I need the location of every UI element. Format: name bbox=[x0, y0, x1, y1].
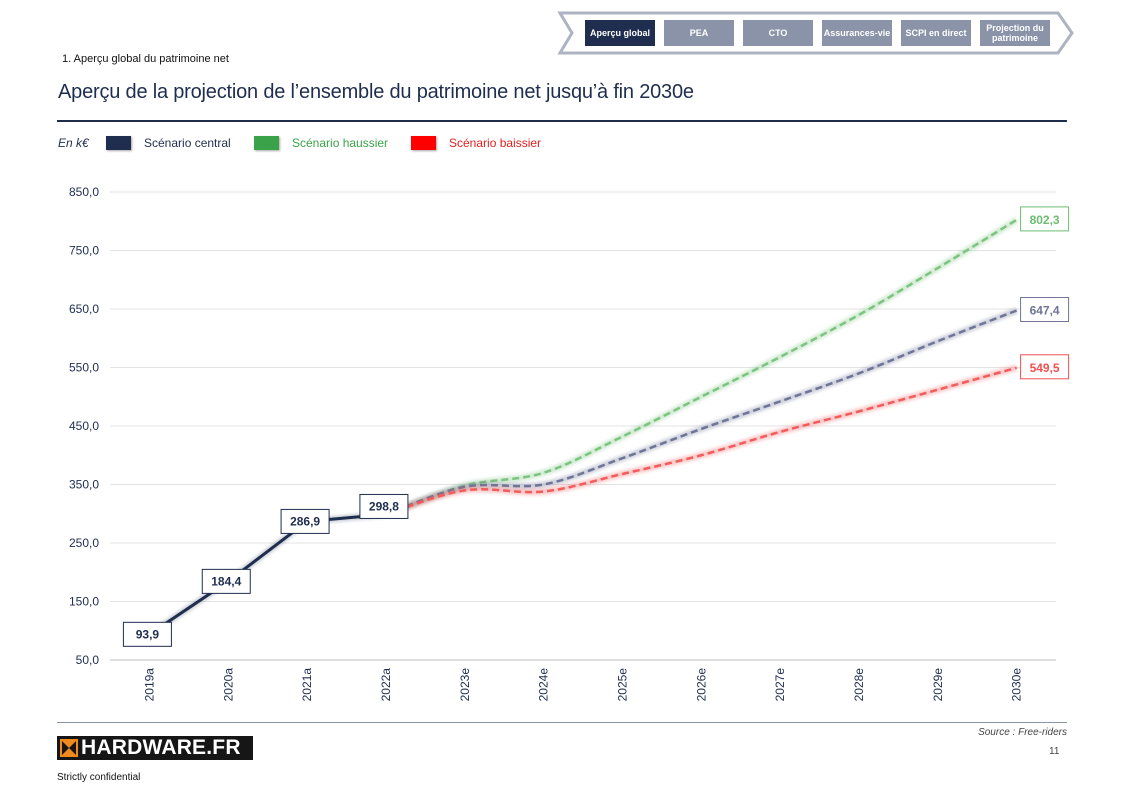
legend-swatch-baissier bbox=[411, 136, 436, 150]
x-tick-label: 2022a bbox=[379, 668, 393, 702]
section-navigation: Aperçu global PEA CTO Assurances-vie SCP… bbox=[556, 11, 1076, 55]
legend-label-haussier: Scénario haussier bbox=[292, 136, 389, 150]
data-label-text: 286,9 bbox=[290, 514, 320, 528]
x-tick-label: 2019a bbox=[142, 668, 156, 702]
projection-line-1 bbox=[385, 309, 1018, 516]
y-tick-label: 750,0 bbox=[69, 244, 99, 258]
projection-line-2 bbox=[385, 366, 1017, 516]
y-tick-label: 450,0 bbox=[69, 419, 99, 433]
page-title: Aperçu de la projection de l’ensemble du… bbox=[58, 81, 694, 103]
data-label: 298,8 bbox=[359, 493, 409, 519]
x-tick-label: 2026e bbox=[694, 668, 708, 702]
historical-glow bbox=[147, 511, 387, 637]
legend-swatch-haussier bbox=[254, 136, 279, 150]
confidentiality-note: Strictly confidential bbox=[57, 772, 141, 783]
section-label: 1. Aperçu global du patrimoine net bbox=[62, 53, 229, 65]
x-tick-label: 2025e bbox=[615, 668, 629, 702]
x-tick-label: 2024e bbox=[537, 668, 551, 702]
y-tick-label: 350,0 bbox=[69, 478, 99, 492]
x-tick-label: 2030e bbox=[1010, 668, 1024, 702]
data-label-text: 93,9 bbox=[136, 627, 160, 641]
end-label-box bbox=[1020, 206, 1070, 232]
logo-text: HARDWARE.FR bbox=[81, 736, 241, 759]
data-label: 93,9 bbox=[122, 621, 172, 647]
end-label-box bbox=[1020, 297, 1070, 323]
data-label-text: 184,4 bbox=[211, 574, 241, 588]
end-value-label: 802,3 bbox=[1020, 206, 1070, 232]
legend-label-central: Scénario central bbox=[144, 136, 231, 150]
legend-central: Scénario central bbox=[106, 136, 231, 150]
x-tick-label: 2028e bbox=[852, 668, 866, 702]
end-value-label: 549,5 bbox=[1020, 354, 1070, 380]
x-tick-label: 2029e bbox=[931, 668, 945, 702]
legend-swatch-central bbox=[106, 136, 131, 150]
legend-baissier: Scénario baissier bbox=[411, 136, 541, 150]
y-tick-label: 550,0 bbox=[69, 361, 99, 375]
data-label-box bbox=[201, 568, 251, 594]
projection-glow-0 bbox=[384, 217, 1019, 518]
page-number: 11 bbox=[1049, 746, 1060, 757]
footer-divider bbox=[57, 722, 1067, 723]
end-label-box bbox=[1020, 354, 1070, 380]
data-label: 184,4 bbox=[201, 568, 251, 594]
data-label-text: 298,8 bbox=[369, 499, 399, 513]
legend-label-baissier: Scénario baissier bbox=[449, 136, 542, 150]
x-tick-label: 2020a bbox=[221, 668, 235, 702]
end-label-text: 549,5 bbox=[1030, 361, 1060, 375]
historical-line bbox=[148, 512, 387, 636]
tab-assurances-vie[interactable]: Assurances-vie bbox=[822, 20, 892, 46]
y-tick-label: 150,0 bbox=[69, 595, 99, 609]
title-divider bbox=[57, 120, 1067, 122]
hardware-logo: HARDWARE.FR bbox=[57, 736, 253, 760]
projection-glow-1 bbox=[384, 307, 1018, 518]
data-label-box bbox=[280, 508, 330, 534]
y-tick-label: 650,0 bbox=[69, 302, 99, 316]
tab-projection-patrimoine[interactable]: Projection du patrimoine bbox=[980, 20, 1050, 46]
end-value-label: 647,4 bbox=[1020, 297, 1070, 323]
end-label-text: 647,4 bbox=[1030, 304, 1060, 318]
y-tick-label: 850,0 bbox=[69, 185, 99, 199]
y-tick-label: 250,0 bbox=[69, 536, 99, 550]
end-label-text: 802,3 bbox=[1030, 213, 1060, 227]
y-tick-label: 50,0 bbox=[76, 653, 100, 667]
projection-glow-2 bbox=[385, 364, 1018, 518]
data-label-box bbox=[122, 621, 172, 647]
tab-cto[interactable]: CTO bbox=[743, 20, 813, 46]
source-note: Source : Free-riders bbox=[978, 727, 1067, 738]
data-label-box bbox=[359, 493, 409, 519]
tab-apercu-global[interactable]: Aperçu global bbox=[585, 20, 655, 46]
legend-haussier: Scénario haussier bbox=[254, 136, 388, 150]
x-tick-label: 2021a bbox=[300, 668, 314, 702]
tab-scpi-en-direct[interactable]: SCPI en direct bbox=[901, 20, 971, 46]
data-label: 286,9 bbox=[280, 508, 330, 534]
unit-label: En k€ bbox=[58, 136, 89, 150]
tab-pea[interactable]: PEA bbox=[664, 20, 734, 46]
x-tick-label: 2023e bbox=[458, 668, 472, 702]
logo-mark-icon bbox=[60, 739, 78, 757]
x-tick-label: 2027e bbox=[773, 668, 787, 702]
